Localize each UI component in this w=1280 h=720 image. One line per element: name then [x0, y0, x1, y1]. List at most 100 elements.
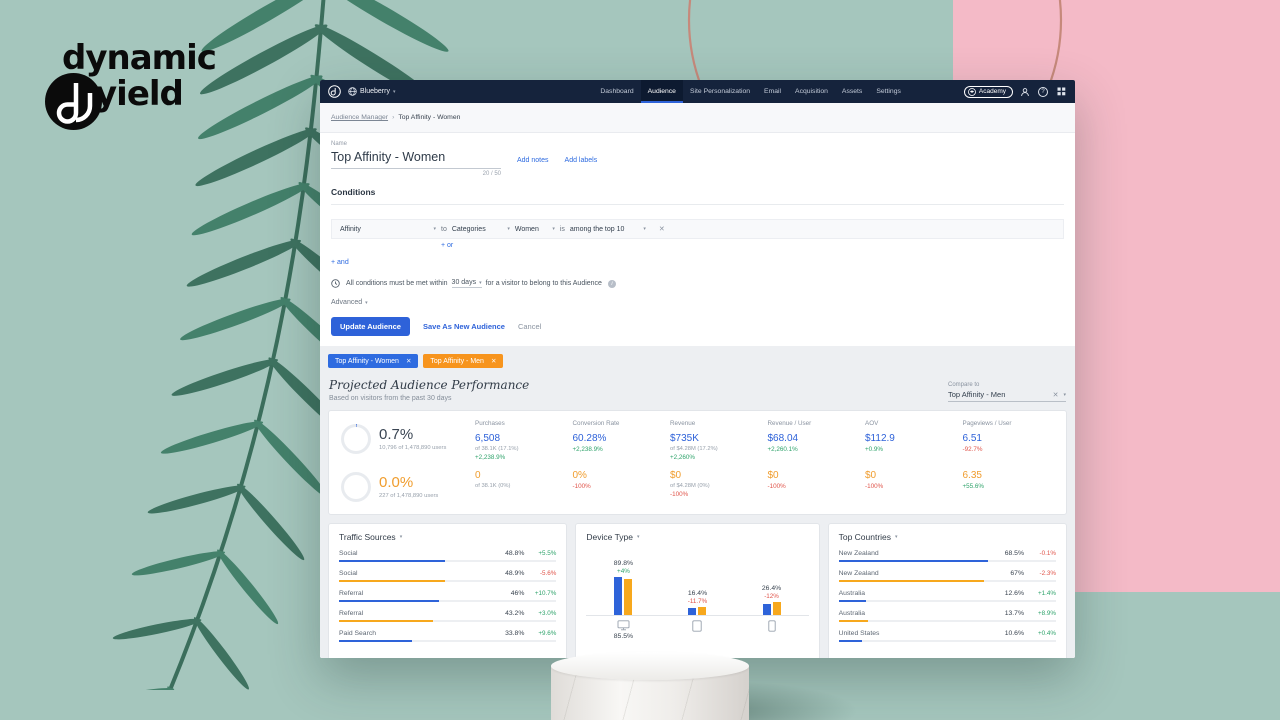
metric-value: $735K — [670, 433, 699, 444]
condition-type-select[interactable]: Categories ▾ — [451, 225, 510, 233]
chevron-down-icon: ▾ — [479, 279, 482, 286]
time-window-suffix: for a visitor to belong to this Audience — [485, 280, 602, 287]
card-title-text: Top Countries — [838, 532, 892, 542]
audience-name-input[interactable] — [331, 149, 501, 169]
advanced-toggle[interactable]: Advanced ▾ — [331, 299, 368, 306]
breadcrumb: Audience Manager › Top Affinity - Women — [320, 103, 1075, 133]
metric-column-revenue-per-user: Revenue / User $68.04 +2,260.1% $0 -100% — [768, 418, 860, 508]
metric-change: -100% — [767, 483, 786, 490]
conditions-title: Conditions — [331, 187, 376, 197]
gauge-comparison: 0.0% 227 of 1,478,890 users — [341, 466, 469, 508]
metric-value: 60.28% — [572, 433, 607, 444]
breadcrumb-parent-link[interactable]: Audience Manager — [331, 114, 389, 121]
gauge-detail: 227 of 1,478,890 users — [379, 492, 439, 499]
compare-label: Compare to — [948, 382, 980, 388]
audience-tag-men[interactable]: Top Affinity - Men ✕ — [423, 354, 504, 368]
chevron-down-icon: ▾ — [552, 226, 555, 232]
device-type-card: Device Type ▾ 89.8% +4% — [575, 523, 820, 658]
top-countries-card: Top Countries ▾ New Zealand 68.5% -0.1% — [827, 523, 1067, 658]
country-row: Australia 13.7% +8.9% — [838, 610, 1056, 622]
condition-is-label: is — [559, 225, 565, 233]
navbar-right-cluster: Academy ? — [963, 85, 1067, 98]
account-switcher[interactable]: Blueberry ▾ — [348, 87, 395, 96]
country-bar — [838, 600, 866, 602]
metric-change: -100% — [670, 491, 689, 498]
device-group-desktop: 89.8% +4% — [586, 548, 660, 615]
bar-comparison — [772, 602, 781, 615]
cancel-button[interactable]: Cancel — [517, 322, 542, 331]
metric-change: -100% — [865, 483, 884, 490]
condition-attribute-select[interactable]: Affinity ▾ — [340, 225, 436, 233]
add-or-condition-link[interactable]: + or — [441, 242, 454, 249]
chevron-down-icon: ▾ — [507, 226, 510, 232]
editor-actions: Update Audience Save As New Audience Can… — [331, 317, 1064, 336]
chevron-down-icon: ▾ — [365, 299, 368, 306]
bar-comparison — [624, 579, 633, 615]
nav-item-settings[interactable]: Settings — [876, 88, 901, 95]
device-axis-icons: 85.5% — [586, 620, 808, 642]
bar-comparison — [698, 607, 707, 615]
country-bar — [838, 620, 869, 622]
tag-label: Top Affinity - Men — [430, 357, 484, 365]
dy-logo-icon — [328, 85, 341, 98]
compare-value: Top Affinity - Men — [948, 390, 1006, 399]
add-notes-link[interactable]: Add notes — [517, 157, 549, 164]
academy-button[interactable]: Academy — [963, 85, 1013, 98]
nav-item-dashboard[interactable]: Dashboard — [600, 88, 634, 95]
chevron-down-icon[interactable]: ▾ — [399, 534, 403, 540]
mobile-icon — [767, 620, 776, 632]
bar-primary — [614, 577, 623, 615]
nav-item-site-personalization[interactable]: Site Personalization — [689, 88, 751, 95]
metric-column-revenue: Revenue $735K of $4.28M (17.2%) +2,260% … — [670, 418, 762, 508]
gauge-ring — [341, 424, 371, 454]
close-icon[interactable]: ✕ — [490, 358, 497, 365]
academy-icon — [967, 87, 976, 96]
brand-word-yield: yield — [95, 74, 184, 114]
metric-change: +2,238.9% — [572, 446, 603, 453]
metric-value: 6.51 — [962, 433, 982, 444]
country-row: United States 10.6% +0.4% — [838, 630, 1056, 642]
nav-item-audience[interactable]: Audience — [640, 80, 683, 103]
save-as-new-audience-button[interactable]: Save As New Audience — [422, 322, 505, 331]
clock-icon — [331, 279, 340, 288]
update-audience-button[interactable]: Update Audience — [331, 317, 410, 336]
audience-tag-women[interactable]: Top Affinity - Women ✕ — [328, 354, 419, 368]
apps-grid-icon[interactable] — [1055, 86, 1067, 98]
metric-value: $0 — [865, 470, 877, 481]
close-icon[interactable]: ✕ — [405, 358, 412, 365]
remove-compare-icon[interactable]: ✕ — [1052, 391, 1059, 399]
performance-subtitle: Based on visitors from the past 30 days — [329, 395, 452, 402]
time-window-row: All conditions must be met within 30 day… — [331, 279, 1064, 288]
add-labels-link[interactable]: Add labels — [564, 157, 598, 164]
country-row: New Zealand 67% -2.3% — [838, 570, 1056, 582]
metrics-card: 0.7% 10,796 of 1,478,890 users 0.0% 227 … — [328, 410, 1067, 515]
condition-operator-select[interactable]: among the top 10 ▾ — [569, 225, 646, 233]
breadcrumb-current: Top Affinity - Women — [398, 114, 461, 121]
bar-primary — [762, 603, 771, 615]
traffic-row: Referral 43.2% +3.0% — [339, 610, 557, 622]
gauge-primary: 0.7% 10,796 of 1,478,890 users — [341, 418, 469, 460]
gauge-detail: 10,796 of 1,478,890 users — [379, 444, 447, 451]
gauge-percent: 0.7% — [379, 425, 414, 443]
condition-value-select[interactable]: Women ▾ — [514, 225, 555, 233]
brand-word-dynamic: dynamic — [62, 38, 217, 78]
remove-condition-icon[interactable]: ✕ — [658, 226, 665, 233]
nav-item-assets[interactable]: Assets — [841, 88, 863, 95]
user-profile-icon[interactable] — [1019, 86, 1031, 98]
metric-change: +55.6% — [962, 483, 985, 490]
country-row: Australia 12.6% +1.4% — [838, 590, 1056, 602]
name-label: Name — [331, 141, 348, 147]
nav-item-email[interactable]: Email — [764, 88, 782, 95]
chevron-down-icon[interactable]: ▾ — [637, 534, 640, 540]
compare-dropdown[interactable]: Top Affinity - Men ✕ ▾ — [948, 390, 1066, 402]
tablet-icon — [692, 620, 703, 632]
nav-item-acquisition[interactable]: Acquisition — [795, 88, 828, 95]
add-and-condition-link[interactable]: + and — [331, 259, 349, 266]
metric-value: 6.35 — [962, 470, 982, 481]
desktop-icon — [617, 620, 630, 631]
help-icon[interactable]: ? — [1037, 86, 1049, 98]
metric-change: +0.9% — [865, 446, 884, 453]
time-window-select[interactable]: 30 days ▾ — [451, 279, 482, 288]
chevron-down-icon[interactable]: ▾ — [895, 534, 898, 540]
